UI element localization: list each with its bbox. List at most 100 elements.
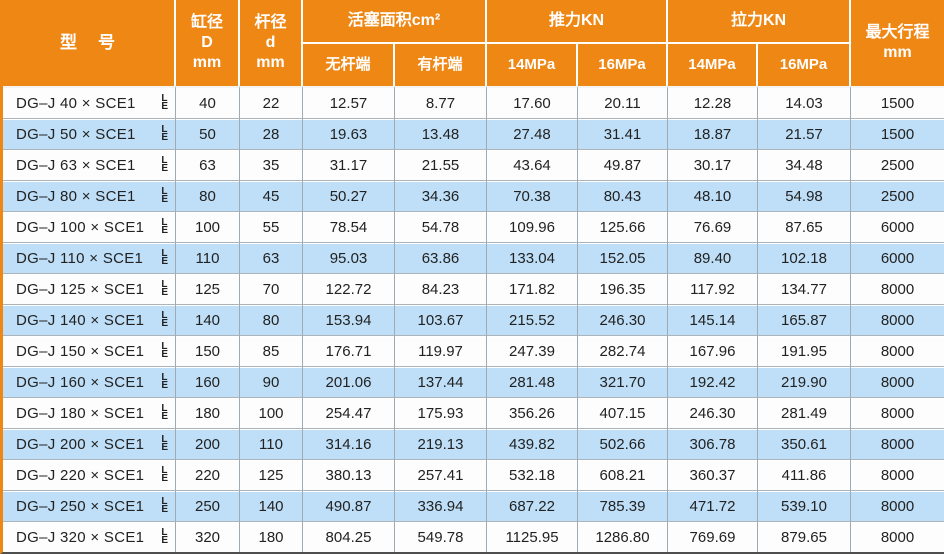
value-cell: 13.48 [395, 118, 487, 149]
value-cell: 145.14 [668, 304, 758, 335]
model-label: DG–J 200 × SCE1 [16, 435, 145, 453]
variant-mark-bottom: E [161, 349, 168, 360]
model-cell: DG–J 220 × SCE1 L E [3, 459, 176, 490]
value-cell: 153.94 [303, 304, 395, 335]
value-cell: 87.65 [758, 211, 851, 242]
value-cell: 219.90 [758, 366, 851, 397]
variant-mark-top: L [161, 496, 168, 507]
value-cell: 201.06 [303, 366, 395, 397]
model-cell-content: DG–J 250 × SCE1 L E [3, 496, 175, 515]
value-cell: 49.87 [578, 149, 668, 180]
header-line: 缸径 [190, 14, 223, 31]
value-cell: 502.66 [578, 428, 668, 459]
variant-mark-bottom: E [161, 101, 168, 112]
value-cell: 411.86 [758, 459, 851, 490]
variant-mark-top: L [161, 93, 168, 104]
value-cell: 175.93 [395, 397, 487, 428]
model-cell: DG–J 100 × SCE1 L E [3, 211, 176, 242]
value-cell: 192.42 [668, 366, 758, 397]
model-label: DG–J 160 × SCE1 [16, 373, 145, 391]
variant-mark-bottom: E [161, 380, 168, 391]
variant-mark-bottom: E [161, 442, 168, 453]
value-cell: 31.17 [303, 149, 395, 180]
value-cell: 122.72 [303, 273, 395, 304]
value-cell: 109.96 [487, 211, 578, 242]
model-cell-content: DG–J 110 × SCE1 L E [3, 248, 175, 267]
value-cell: 8000 [851, 335, 944, 366]
value-cell: 180 [240, 521, 303, 552]
value-cell: 28 [240, 118, 303, 149]
value-cell: 549.78 [395, 521, 487, 552]
variant-mark-top: L [161, 527, 168, 538]
value-cell: 246.30 [578, 304, 668, 335]
model-cell-content: DG–J 160 × SCE1 L E [3, 373, 175, 391]
value-cell: 6000 [851, 211, 944, 242]
variant-mark-top: L [161, 248, 168, 259]
value-cell: 34.48 [758, 149, 851, 180]
value-cell: 63 [176, 149, 240, 180]
table-row: DG–J 250 × SCE1 L E 250 140 490.87 336.94 687.2… [3, 490, 944, 521]
value-cell: 137.44 [395, 366, 487, 397]
value-cell: 50 [176, 118, 240, 149]
value-cell: 103.67 [395, 304, 487, 335]
value-cell: 76.69 [668, 211, 758, 242]
header-rodless-end: 无杆端 [303, 44, 395, 86]
value-cell: 6000 [851, 242, 944, 273]
variant-mark-top: L [161, 279, 168, 290]
value-cell: 30.17 [668, 149, 758, 180]
header-thrust-14mpa: 14MPa [487, 44, 578, 86]
value-cell: 1125.95 [487, 521, 578, 552]
value-cell: 180 [176, 397, 240, 428]
header-piston-area: 活塞面积cm² [303, 0, 487, 44]
value-cell: 532.18 [487, 459, 578, 490]
variant-mark-top: L [161, 310, 168, 321]
value-cell: 1500 [851, 118, 944, 149]
value-cell: 160 [176, 366, 240, 397]
value-cell: 45 [240, 180, 303, 211]
model-cell-content: DG–J 150 × SCE1 L E [3, 342, 175, 360]
value-cell: 43.64 [487, 149, 578, 180]
model-cell-content: DG–J 40 × SCE1 L E [3, 93, 175, 112]
table-row: DG–J 110 × SCE1 L E 110 63 95.03 63.86 133.04 15… [3, 242, 944, 273]
header-max-stroke: 最大行程 mm [851, 0, 944, 86]
value-cell: 100 [176, 211, 240, 242]
model-cell: DG–J 63 × SCE1 L E [3, 149, 176, 180]
model-cell: DG–J 50 × SCE1 L E [3, 118, 176, 149]
model-label: DG–J 125 × SCE1 [16, 280, 145, 298]
value-cell: 54.98 [758, 180, 851, 211]
value-cell: 282.74 [578, 335, 668, 366]
model-label: DG–J 140 × SCE1 [16, 311, 145, 329]
value-cell: 1286.80 [578, 521, 668, 552]
value-cell: 54.78 [395, 211, 487, 242]
value-cell: 8.77 [395, 86, 487, 118]
model-cell: DG–J 150 × SCE1 L E [3, 335, 176, 366]
model-cell-content: DG–J 320 × SCE1 L E [3, 527, 175, 546]
value-cell: 2500 [851, 180, 944, 211]
value-cell: 21.57 [758, 118, 851, 149]
variant-mark-top: L [161, 155, 168, 166]
value-cell: 134.77 [758, 273, 851, 304]
value-cell: 20.11 [578, 86, 668, 118]
value-cell: 171.82 [487, 273, 578, 304]
value-cell: 687.22 [487, 490, 578, 521]
value-cell: 140 [240, 490, 303, 521]
variant-mark-bottom: E [161, 535, 168, 546]
model-cell-content: DG–J 125 × SCE1 L E [3, 279, 175, 298]
value-cell: 19.63 [303, 118, 395, 149]
model-label: DG–J 80 × SCE1 [16, 187, 136, 205]
value-cell: 8000 [851, 273, 944, 304]
model-cell: DG–J 125 × SCE1 L E [3, 273, 176, 304]
value-cell: 12.57 [303, 86, 395, 118]
variant-mark-bottom: E [161, 318, 168, 329]
value-cell: 191.95 [758, 335, 851, 366]
value-cell: 539.10 [758, 490, 851, 521]
value-cell: 17.60 [487, 86, 578, 118]
table-row: DG–J 160 × SCE1 L E 160 90 201.06 137.44 281.48… [3, 366, 944, 397]
